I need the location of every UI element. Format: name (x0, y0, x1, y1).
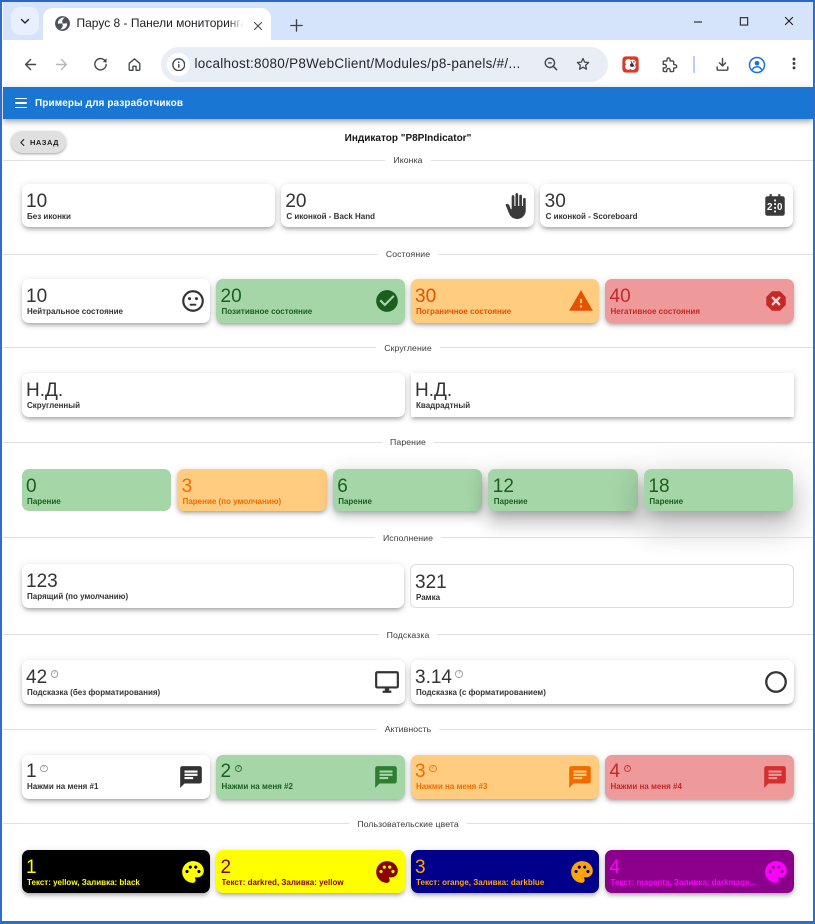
svg-text:2: 2 (767, 202, 773, 213)
svg-text:0: 0 (777, 202, 783, 213)
